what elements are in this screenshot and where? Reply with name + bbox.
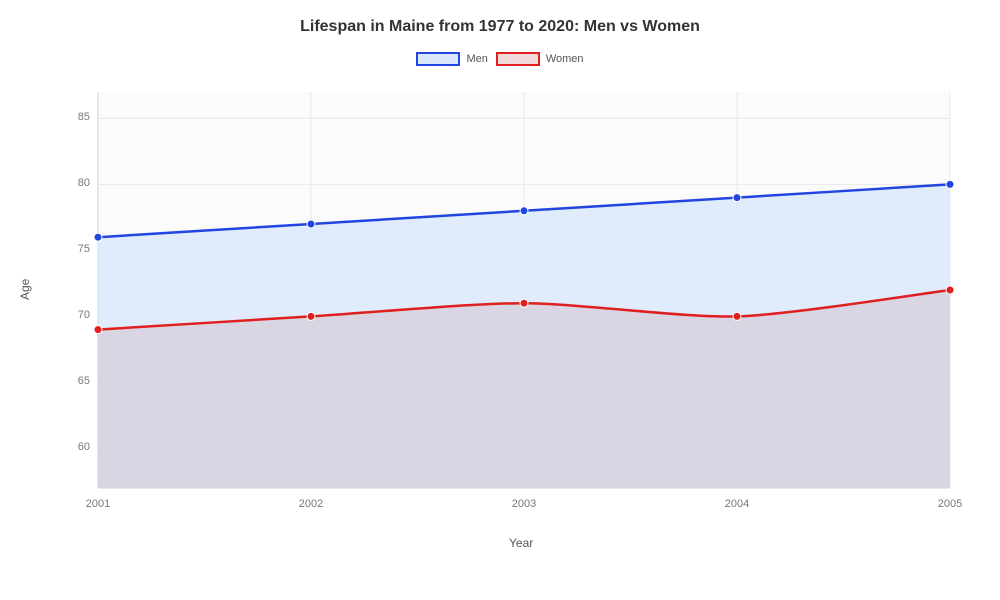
legend-label-women: Women (546, 53, 584, 65)
x-axis-label: Year (509, 536, 533, 550)
x-tick-label: 2005 (930, 498, 970, 510)
x-tick-label: 2002 (291, 498, 331, 510)
x-tick-label: 2001 (78, 498, 118, 510)
legend-label-men: Men (466, 53, 487, 65)
y-tick-label: 80 (78, 177, 90, 189)
y-tick-label: 75 (78, 243, 90, 255)
legend: Men Women (0, 52, 1000, 66)
plot-area (68, 86, 968, 516)
y-tick-label: 65 (78, 375, 90, 387)
legend-item-women: Women (496, 52, 584, 66)
y-tick-label: 85 (78, 111, 90, 123)
legend-swatch-women (496, 52, 540, 66)
y-tick-label: 60 (78, 441, 90, 453)
chart-container: Lifespan in Maine from 1977 to 2020: Men… (0, 0, 1000, 600)
legend-item-men: Men (416, 52, 487, 66)
legend-swatch-men (416, 52, 460, 66)
y-tick-label: 70 (78, 309, 90, 321)
chart-svg (68, 86, 968, 516)
y-axis-label: Age (18, 279, 32, 300)
chart-title: Lifespan in Maine from 1977 to 2020: Men… (0, 0, 1000, 36)
x-tick-label: 2004 (717, 498, 757, 510)
x-tick-label: 2003 (504, 498, 544, 510)
